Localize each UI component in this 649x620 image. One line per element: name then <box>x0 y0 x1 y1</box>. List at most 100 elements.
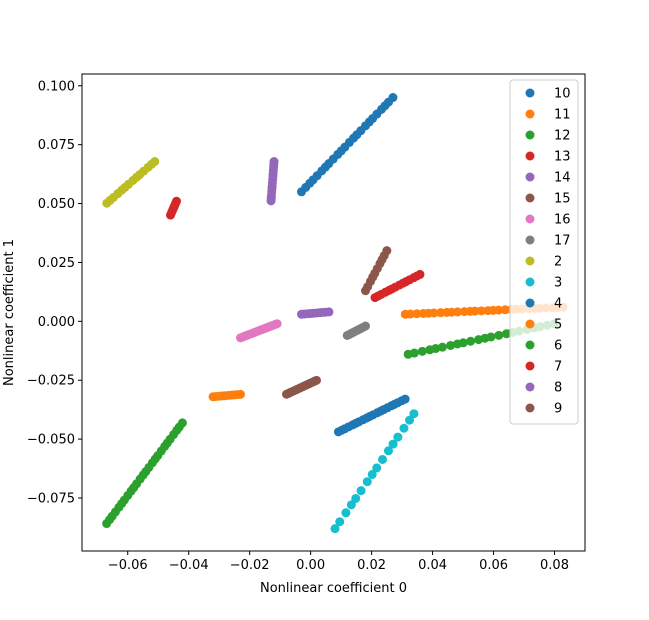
legend-marker <box>525 298 535 308</box>
legend-marker <box>525 130 535 140</box>
plot-frame <box>81 73 586 552</box>
series-3 <box>330 409 419 534</box>
data-point <box>236 389 246 399</box>
data-point <box>431 344 441 354</box>
data-point <box>409 348 419 358</box>
legend-entry: 10 <box>525 87 571 102</box>
series-12 <box>102 418 187 529</box>
data-point <box>458 338 468 348</box>
data-point <box>383 446 393 456</box>
legend-entry: 7 <box>525 360 562 375</box>
legend-entry: 6 <box>525 339 562 354</box>
series-10 <box>296 93 398 197</box>
legend-marker <box>525 319 535 329</box>
x-axis-ticks: −0.06 −0.04 −0.02 0.00 0.02 0.04 0.06 0.08 <box>108 551 569 573</box>
data-point <box>453 307 463 317</box>
legend-label: 7 <box>554 360 562 375</box>
y-tick-label: −0.050 <box>27 433 75 448</box>
legend-marker <box>525 382 535 392</box>
data-point <box>405 309 415 319</box>
data-point <box>351 493 361 503</box>
data-point <box>362 477 372 487</box>
legend-label: 5 <box>554 318 562 333</box>
data-point <box>409 409 419 419</box>
legend-entry: 15 <box>525 192 571 207</box>
legend-marker <box>525 109 535 119</box>
legend-label: 3 <box>554 276 562 291</box>
legend-marker <box>525 172 535 182</box>
data-point <box>272 319 282 329</box>
legend-label: 8 <box>554 381 562 396</box>
data-point <box>405 415 415 425</box>
legend-label: 9 <box>554 402 562 417</box>
legend-label: 14 <box>554 171 571 186</box>
x-tick-label: 0.06 <box>479 558 508 573</box>
legend-label: 15 <box>554 192 571 207</box>
series-15 <box>361 246 392 296</box>
series-7 <box>370 269 425 303</box>
y-axis-label: Nonlinear coefficient 1 <box>2 239 17 386</box>
x-tick-label: −0.06 <box>108 558 148 573</box>
legend-label: 13 <box>554 150 571 165</box>
legend-entry: 13 <box>525 150 571 165</box>
series-16 <box>236 319 282 343</box>
data-point <box>324 307 334 317</box>
data-point <box>476 306 486 316</box>
legend-label: 4 <box>554 297 562 312</box>
legend-entry: 4 <box>525 297 562 312</box>
legend-entry: 12 <box>525 129 571 144</box>
x-axis-label: Nonlinear coefficient 0 <box>260 581 407 596</box>
data-point <box>494 330 504 340</box>
data-point <box>361 321 371 331</box>
legend-entry: 16 <box>525 213 571 228</box>
series-14 <box>266 156 279 206</box>
legend-label: 12 <box>554 129 571 144</box>
legend-label: 17 <box>554 234 571 249</box>
legend-entry: 2 <box>525 255 562 270</box>
legend-entry: 11 <box>525 108 571 123</box>
legend-entry: 3 <box>525 276 562 291</box>
legend-marker <box>525 151 535 161</box>
data-point <box>412 309 422 319</box>
legend-label: 6 <box>554 339 562 354</box>
legend-marker <box>525 88 535 98</box>
x-tick-label: 0.00 <box>296 558 325 573</box>
data-point <box>346 500 356 510</box>
data-point <box>172 196 182 206</box>
legend-marker <box>525 277 535 287</box>
data-point <box>372 463 382 473</box>
y-tick-label: −0.025 <box>27 374 75 389</box>
series-13 <box>165 196 182 220</box>
legend-box <box>509 79 579 425</box>
data-point <box>388 439 398 449</box>
data-point <box>466 336 476 346</box>
x-tick-label: −0.04 <box>169 558 209 573</box>
y-tick-label: 0.050 <box>38 197 75 212</box>
data-point <box>330 524 340 534</box>
series-2 <box>102 157 160 208</box>
legend-marker <box>525 193 535 203</box>
legend-marker <box>525 214 535 224</box>
data-point <box>429 308 439 318</box>
y-tick-label: 0.100 <box>38 79 75 94</box>
y-tick-label: 0.025 <box>38 256 75 271</box>
y-tick-label: −0.075 <box>27 492 75 507</box>
data-point <box>446 340 456 350</box>
data-point <box>269 156 279 166</box>
data-point <box>393 432 403 442</box>
data-point <box>417 346 427 356</box>
legend-entry: 9 <box>525 402 562 417</box>
legend-entry: 14 <box>525 171 571 186</box>
series-9 <box>282 375 321 399</box>
x-tick-label: 0.04 <box>418 558 447 573</box>
data-point <box>388 93 398 103</box>
x-tick-label: −0.02 <box>230 558 270 573</box>
points-layer <box>102 93 568 534</box>
data-point <box>382 246 392 256</box>
data-point <box>367 469 377 479</box>
y-tick-label: 0.000 <box>38 315 75 330</box>
legend: 10 11 12 13 14 15 16 17 2 3 4 5 6 7 8 9 <box>509 79 579 425</box>
data-point <box>399 423 409 433</box>
series-4 <box>333 394 410 437</box>
data-point <box>150 157 160 167</box>
